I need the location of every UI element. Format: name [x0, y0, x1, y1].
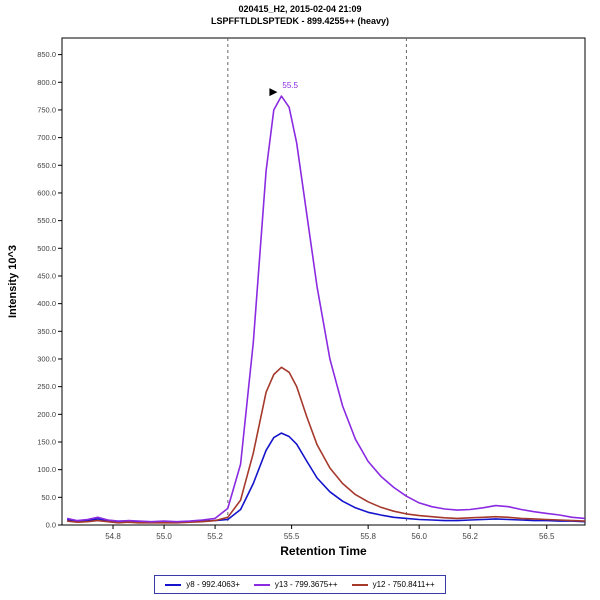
x-tick-label: 54.8 [105, 532, 121, 541]
legend-item: y13 - 799.3675++ [253, 580, 338, 589]
x-tick-label: 55.2 [207, 532, 223, 541]
plot-border [61, 37, 586, 526]
y-tick-label: 100.0 [37, 465, 56, 474]
y-tick-label: 700.0 [37, 133, 56, 142]
y-tick-label: 200.0 [37, 410, 56, 419]
y-tick-label: 350.0 [37, 327, 56, 336]
x-axis: 54.8 55.0 55.2 55.5 55.8 56.0 56.2 56.5 [105, 525, 555, 541]
run-title: 020415_H2, 2015-02-04 21:09 [238, 4, 362, 14]
chart-titles: 020415_H2, 2015-02-04 21:09 LSPFFTLDLSPT… [0, 3, 600, 27]
y-tick-label: 250.0 [37, 382, 56, 391]
y-tick-label: 300.0 [37, 354, 56, 363]
y-tick-label: 500.0 [37, 244, 56, 253]
x-tick-label: 56.2 [462, 532, 478, 541]
x-tick-label: 55.5 [284, 532, 300, 541]
legend-line-swatch [165, 583, 182, 586]
y-axis-title: Intensity 10^3 [7, 245, 19, 318]
legend-label: y13 - 799.3675++ [274, 580, 338, 589]
x-tick-label: 55.8 [360, 532, 376, 541]
y-tick-label: 150.0 [37, 437, 56, 446]
legend-item: y8 - 992.4063+ [165, 580, 240, 589]
y-tick-label: 650.0 [37, 161, 56, 170]
legend-label: y8 - 992.4063+ [186, 580, 240, 589]
legend-box: y8 - 992.4063+ y13 - 799.3675++ y12 - 750.… [154, 575, 446, 594]
y-tick-label: 550.0 [37, 216, 56, 225]
legend: y8 - 992.4063+ y13 - 799.3675++ y12 - 750.… [0, 575, 600, 594]
series-y8 [66, 432, 585, 524]
series-y12 [67, 366, 585, 524]
y-axis: 0.0 50.0 100.0 150.0 200.0 250.0 300.0 350.0 400… [37, 50, 62, 530]
y-tick-label: 400.0 [37, 299, 56, 308]
legend-line-swatch [351, 583, 368, 586]
legend-label: y12 - 750.8411++ [372, 580, 435, 589]
x-axis-title: Retention Time [280, 544, 367, 558]
x-tick-label: 55.0 [156, 532, 172, 541]
legend-line-swatch [253, 583, 270, 586]
y-tick-label: 0.0 [46, 521, 56, 530]
peptide-title: LSPFFTLDLSPTEDK - 899.4255++ (heavy) [210, 16, 390, 26]
y-tick-label: 800.0 [37, 78, 56, 87]
peak-apex-label: 55.5 [282, 81, 298, 90]
y-tick-label: 600.0 [37, 188, 56, 197]
series-y13 [66, 95, 585, 523]
y-tick-label: 750.0 [37, 105, 56, 114]
x-tick-label: 56.5 [539, 532, 555, 541]
y-tick-label: 450.0 [37, 271, 56, 280]
peak-apex-arrow-icon [269, 88, 278, 97]
legend-item: y12 - 750.8411++ [351, 580, 435, 589]
x-tick-label: 56.0 [411, 532, 427, 541]
y-tick-label: 50.0 [41, 493, 56, 502]
y-tick-label: 850.0 [37, 50, 56, 59]
